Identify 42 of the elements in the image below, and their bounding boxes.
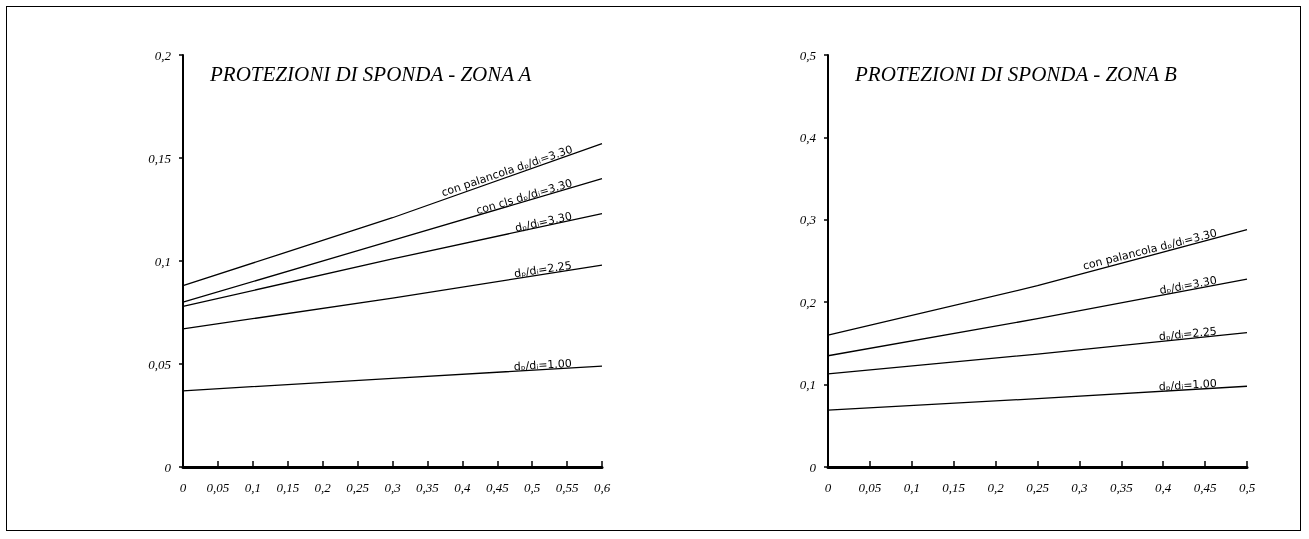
x-tick-label: 0: [179, 480, 187, 495]
x-tick-label: 0,35: [416, 480, 440, 495]
x-tick-label: 0,3: [384, 480, 402, 495]
y-tick-label: 0,3: [799, 212, 817, 228]
x-tick-label: 0,3: [1071, 480, 1089, 495]
y-tick-label: 0,2: [799, 294, 817, 310]
x-tick-label: 0,2: [314, 480, 332, 495]
y-tick-label: 0: [809, 459, 817, 475]
text: dₚ/dᵢ=2.25: [513, 258, 573, 281]
x-tick-label: 0,1: [903, 480, 920, 495]
y-tick-label: 0,5: [799, 47, 817, 63]
x-tick-label: 0,4: [454, 480, 471, 495]
x-tick-label: 0,45: [1193, 480, 1217, 495]
y-tick-label: 0,1: [799, 377, 816, 393]
x-tick-label: 0: [824, 480, 832, 495]
y-tick-label: 0,2: [154, 47, 172, 63]
x-tick-label: 0,15: [942, 480, 966, 495]
x-tick-label: 0,4: [1155, 480, 1172, 495]
y-tick-label: 0,15: [148, 150, 172, 166]
x-tick-label: 0,05: [206, 480, 230, 495]
x-tick-label: 0,25: [1026, 480, 1050, 495]
x-tick-label: 0,5: [524, 480, 541, 495]
series-label: dₚ/dᵢ=1.00: [513, 356, 573, 374]
x-tick-label: 0,45: [485, 480, 510, 495]
x-tick-label: 0,05: [858, 480, 882, 495]
text: dₚ/dᵢ=3.30: [1158, 273, 1218, 297]
x-tick-label: 0,6: [593, 480, 611, 495]
x-tick-label: 0,5: [1238, 480, 1256, 495]
y-tick-label: 0,4: [799, 129, 817, 145]
chart-title: PROTEZIONI DI SPONDA - ZONA A: [209, 61, 532, 86]
x-tick-label: 0,1: [244, 480, 261, 495]
chart-title: PROTEZIONI DI SPONDA - ZONA B: [854, 61, 1177, 86]
y-tick-label: 0,05: [148, 356, 172, 372]
x-tick-label: 0,35: [1109, 480, 1134, 495]
x-tick-label: 0,15: [276, 480, 300, 495]
x-tick-label: 0,2: [987, 480, 1005, 495]
x-tick-label: 0,25: [346, 480, 370, 495]
x-tick-label: 0,55: [555, 480, 579, 495]
text: dₚ/dᵢ=2.25: [1158, 324, 1218, 344]
series-label: dₚ/dᵢ=1.00: [1158, 376, 1218, 394]
y-tick-label: 0: [164, 459, 172, 475]
y-tick-label: 0,1: [154, 253, 171, 269]
